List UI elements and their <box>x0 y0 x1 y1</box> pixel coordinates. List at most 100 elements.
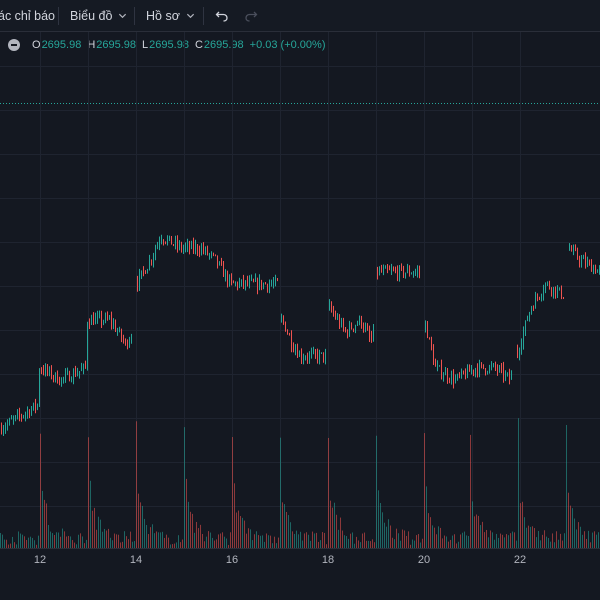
chevron-down-icon <box>119 13 127 19</box>
volume-bar <box>198 528 199 548</box>
volume-bar <box>132 541 133 548</box>
volume-bar <box>4 539 5 548</box>
volume-bar <box>466 535 467 548</box>
volume-bar <box>592 532 593 548</box>
profile-menu-button[interactable]: Hồ sơ <box>146 0 195 31</box>
volume-bar <box>150 527 151 548</box>
volume-bar <box>548 538 549 548</box>
volume-bar <box>164 537 165 548</box>
volume-bar <box>402 529 403 548</box>
volume-bar <box>308 534 309 548</box>
volume-bar <box>468 536 469 548</box>
volume-bar <box>242 517 243 548</box>
collapse-legend-button[interactable] <box>8 39 20 51</box>
volume-bar <box>130 531 131 548</box>
volume-bar <box>526 527 527 548</box>
volume-bar <box>562 540 563 548</box>
volume-bar <box>290 522 291 548</box>
volume-bar <box>364 532 365 548</box>
volume-bar <box>214 540 215 548</box>
volume-bar <box>302 540 303 548</box>
volume-bar <box>328 437 329 548</box>
volume-bar <box>24 536 25 548</box>
volume-bar <box>460 534 461 548</box>
volume-bar <box>148 534 149 548</box>
chart-menu-button[interactable]: Biểu đồ <box>70 0 127 31</box>
volume-bar <box>452 535 453 548</box>
volume-bar <box>128 539 129 548</box>
volume-bar <box>158 532 159 548</box>
volume-bar <box>176 542 177 548</box>
volume-bar <box>474 516 475 548</box>
volume-bar <box>298 534 299 548</box>
volume-bar <box>2 534 3 548</box>
volume-bar <box>384 522 385 548</box>
volume-bar <box>446 536 447 548</box>
volume-bar <box>552 533 553 548</box>
volume-bar <box>444 535 445 548</box>
volume-bar <box>336 514 337 548</box>
indicators-button[interactable]: ác chỉ báo <box>0 0 55 31</box>
volume-bar <box>92 510 93 548</box>
volume-bar <box>494 539 495 548</box>
volume-bar <box>418 534 419 548</box>
volume-bar <box>534 528 535 548</box>
volume-bar <box>330 500 331 548</box>
volume-bar <box>68 535 69 548</box>
volume-bar <box>50 531 51 548</box>
volume-bar <box>270 535 271 548</box>
volume-bar <box>74 542 75 548</box>
volume-bar <box>368 540 369 548</box>
volume-bar <box>380 503 381 548</box>
volume-bar <box>208 531 209 548</box>
volume-bar <box>12 536 13 548</box>
volume-bar <box>372 539 373 548</box>
open-value: 2695.98 <box>41 39 82 51</box>
volume-bar <box>78 534 79 548</box>
volume-bar <box>222 532 223 548</box>
volume-bar <box>386 526 387 548</box>
volume-bar <box>464 531 465 548</box>
volume-bar <box>366 540 367 548</box>
volume-bar <box>186 478 187 548</box>
volume-bar <box>16 544 17 548</box>
price-chart[interactable]: 1214161820222426 <box>0 32 600 600</box>
volume-bar <box>172 544 173 548</box>
volume-bar <box>286 512 287 548</box>
volume-bar <box>162 531 163 548</box>
volume-bar <box>584 531 585 548</box>
volume-bar <box>232 437 233 548</box>
volume-bar <box>408 531 409 548</box>
undo-button[interactable] <box>212 6 232 26</box>
volume-bar <box>500 533 501 548</box>
volume-bar <box>404 530 405 548</box>
volume-bar <box>244 520 245 548</box>
volume-bar <box>210 532 211 548</box>
time-tick-label: 12 <box>34 554 46 566</box>
volume-bar <box>540 540 541 548</box>
volume-bar <box>556 531 557 548</box>
volume-bar <box>160 532 161 548</box>
volume-bar <box>504 537 505 548</box>
volume-bar <box>318 541 319 548</box>
volume-bar <box>324 532 325 548</box>
volume-bar <box>528 525 529 548</box>
low-label: L <box>142 39 149 51</box>
volume-bar <box>264 541 265 548</box>
volume-bar <box>424 433 425 548</box>
volume-bar <box>550 541 551 548</box>
volume-bar <box>426 486 427 548</box>
volume-bar <box>52 533 53 548</box>
volume-bar <box>106 530 107 548</box>
volume-bar <box>36 544 37 548</box>
volume-bar <box>478 515 479 548</box>
volume-bar <box>262 535 263 548</box>
volume-bar <box>456 543 457 548</box>
top-toolbar: ác chỉ báo Biểu đồ Hồ sơ <box>0 0 600 32</box>
volume-bar <box>300 531 301 548</box>
redo-button[interactable] <box>241 6 261 26</box>
volume-bar <box>376 435 377 548</box>
volume-bar <box>250 529 251 548</box>
volume-bar <box>538 530 539 548</box>
volume-bar <box>168 537 169 548</box>
